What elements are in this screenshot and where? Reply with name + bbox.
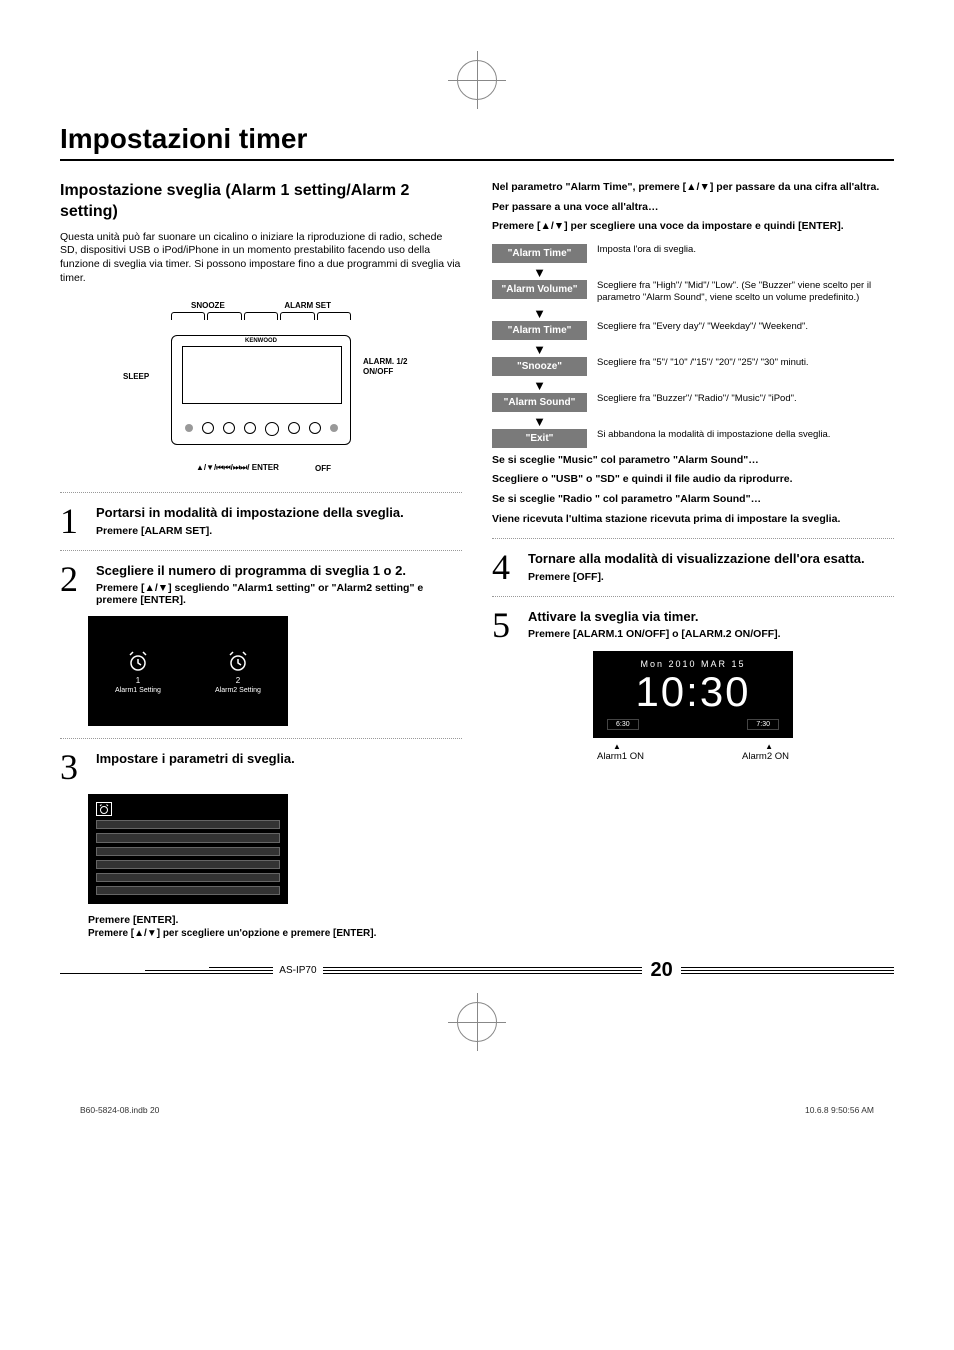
down-arrow-icon: ▼: [492, 265, 587, 280]
separator: [492, 538, 894, 539]
clock-icon-small: [96, 802, 112, 817]
down-arrow-icon: ▼: [492, 306, 587, 321]
alarm2-on-label: Alarm2 ON: [742, 751, 789, 762]
crop-mark-bottom: [60, 1002, 894, 1045]
step-number: 3: [60, 751, 88, 783]
separator: [60, 550, 462, 551]
step-subinstruction: Premere [▲/▼] per scegliere un'opzione e…: [88, 928, 462, 939]
label-alarm12: ALARM. 1/2 ON/OFF: [363, 357, 411, 376]
param-label: "Alarm Sound": [492, 393, 587, 412]
param-menu-screenshot: [88, 794, 288, 904]
section-heading: Impostazione sveglia (Alarm 1 setting/Al…: [60, 181, 462, 223]
alarm1-on-label: Alarm1 ON: [597, 751, 644, 762]
param-desc: Scegliere fra "High"/ "Mid"/ "Low". (Se …: [597, 280, 894, 304]
separator: [492, 596, 894, 597]
print-timestamp: 10.6.8 9:50:56 AM: [805, 1105, 874, 1115]
step-title: Impostare i parametri di sveglia.: [96, 751, 462, 767]
step-number: 2: [60, 563, 88, 607]
alarm-clock-icon: [126, 649, 150, 673]
page-footer: AS-IP70 20: [60, 959, 894, 982]
step-3: 3 Impostare i parametri di sveglia.: [60, 751, 462, 783]
clock-time: 10:30: [601, 671, 785, 713]
step-instruction: Premere [▲/▼] scegliendo "Alarm1 setting…: [96, 582, 462, 606]
label-snooze: SNOOZE: [191, 301, 225, 310]
alarm-select-screenshot: 1 Alarm1 Setting 2 Alarm2 Setting: [88, 616, 288, 726]
clock-display: Mon 2010 MAR 15 10:30 6:30 7:30: [593, 651, 793, 738]
down-arrow-icon: ▼: [492, 414, 587, 429]
label-off: OFF: [315, 464, 331, 473]
param-label: "Alarm Volume": [492, 280, 587, 299]
device-brand: KENWOOD: [172, 338, 350, 344]
step-instruction: Premere [OFF].: [528, 571, 894, 583]
param-desc: Scegliere fra "Every day"/ "Weekday"/ "W…: [597, 321, 894, 333]
clock-labels: Alarm1 ON Alarm2 ON: [593, 751, 793, 762]
param-label: "Alarm Time": [492, 321, 587, 340]
step-number: 4: [492, 551, 520, 583]
step-4: 4 Tornare alla modalità di visualizzazio…: [492, 551, 894, 583]
crop-mark-top: [60, 60, 894, 103]
top-note-3: Premere [▲/▼] per scegliere una voce da …: [492, 220, 894, 234]
alarm2-time: 7:30: [747, 719, 779, 730]
step-instruction: Premere [ALARM.1 ON/OFF] o [ALARM.2 ON/O…: [528, 628, 894, 640]
step-5: 5 Attivare la sveglia via timer. Premere…: [492, 609, 894, 641]
down-arrow-icon: ▼: [492, 342, 587, 357]
radio-note-1: Se si sceglie "Radio " col parametro "Al…: [492, 493, 894, 507]
step-2: 2 Scegliere il numero di programma di sv…: [60, 563, 462, 607]
param-label: "Exit": [492, 429, 587, 448]
left-column: Impostazione sveglia (Alarm 1 setting/Al…: [60, 181, 462, 939]
alarm1-time: 6:30: [607, 719, 639, 730]
param-desc: Scegliere fra "Buzzer"/ "Radio"/ "Music"…: [597, 393, 894, 405]
page-title: Impostazioni timer: [60, 123, 894, 155]
label-alarm-set: ALARM SET: [284, 301, 331, 310]
step-number: 1: [60, 505, 88, 537]
down-arrow-icon: ▼: [492, 378, 587, 393]
param-label: "Snooze": [492, 357, 587, 376]
param-desc: Scegliere fra "5"/ "10" /"15"/ "20"/ "25…: [597, 357, 894, 369]
music-note-1: Se si sceglie "Music" col parametro "Ala…: [492, 454, 894, 468]
param-desc: Imposta l'ora di sveglia.: [597, 244, 894, 256]
title-underline: [60, 159, 894, 161]
label-sleep: SLEEP: [123, 372, 149, 381]
print-metadata: B60-5824-08.indb 20 10.6.8 9:50:56 AM: [60, 1105, 894, 1115]
device-diagram: SNOOZE ALARM SET SLEEP ALARM. 1/2 ON/OFF…: [60, 297, 462, 480]
label-controls: ▲/▼/⏮⏮/⏭⏭/ ENTER: [196, 463, 279, 473]
param-desc: Si abbandona la modalità di impostazione…: [597, 429, 894, 441]
param-label: "Alarm Time": [492, 244, 587, 263]
step-1: 1 Portarsi in modalità di impostazione d…: [60, 505, 462, 537]
top-note-2: Per passare a una voce all'altra…: [492, 201, 894, 215]
radio-note-2: Viene ricevuta l'ultima stazione ricevut…: [492, 513, 894, 527]
step-number: 5: [492, 609, 520, 641]
alarm-clock-icon: [226, 649, 250, 673]
model-label: AS-IP70: [279, 965, 316, 976]
param-table: "Alarm Time" Imposta l'ora di sveglia. ▼…: [492, 244, 894, 448]
alarm1-label: Alarm1 Setting: [115, 687, 161, 694]
index-file: B60-5824-08.indb 20: [80, 1105, 159, 1115]
top-note-1: Nel parametro "Alarm Time", premere [▲/▼…: [492, 181, 894, 195]
step-title: Scegliere il numero di programma di sveg…: [96, 563, 462, 579]
step-instruction: Premere [ENTER].: [88, 914, 462, 926]
step-title: Attivare la sveglia via timer.: [528, 609, 894, 625]
separator: [60, 492, 462, 493]
right-column: Nel parametro "Alarm Time", premere [▲/▼…: [492, 181, 894, 939]
step-title: Tornare alla modalità di visualizzazione…: [528, 551, 894, 567]
music-note-2: Scegliere o "USB" o "SD" e quindi il fil…: [492, 473, 894, 487]
intro-text: Questa unità può far suonare un cicalino…: [60, 231, 462, 286]
clock-markers: ▲▲: [593, 742, 793, 751]
step-instruction: Premere [ALARM SET].: [96, 525, 462, 537]
step-title: Portarsi in modalità di impostazione del…: [96, 505, 462, 521]
separator: [60, 738, 462, 739]
page-number: 20: [650, 959, 672, 982]
alarm2-label: Alarm2 Setting: [215, 687, 261, 694]
